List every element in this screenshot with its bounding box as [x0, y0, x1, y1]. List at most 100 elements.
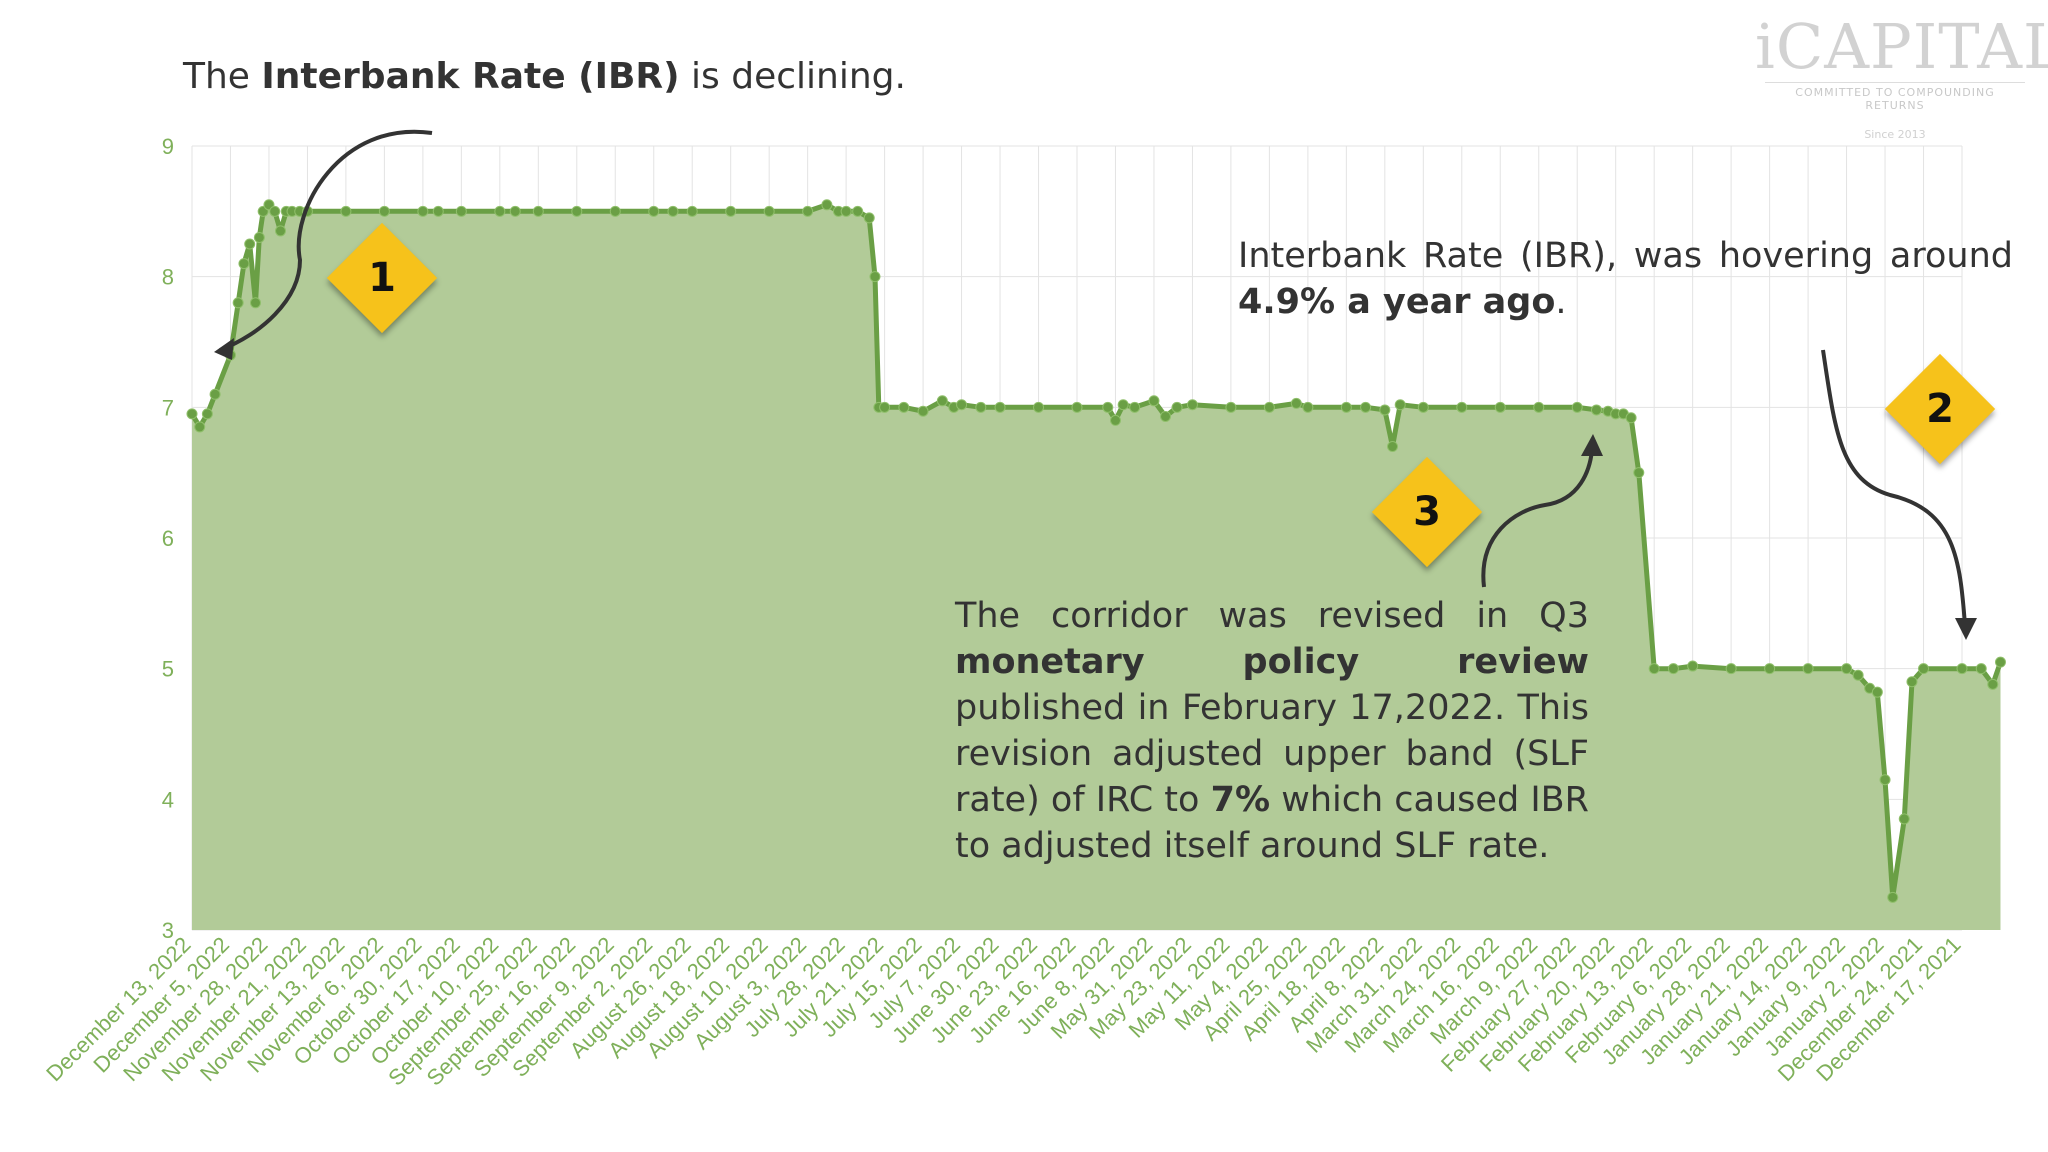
- icapital-logo: iCAPITAL COMMITTED TO COMPOUNDING RETURN…: [1755, 14, 2048, 142]
- data-point: [852, 205, 864, 217]
- y-tick-label: 3: [162, 918, 174, 943]
- data-point: [1160, 410, 1171, 422]
- arrow-2: [1821, 349, 1967, 626]
- badge-2-number: 2: [1926, 386, 1954, 432]
- data-point: [648, 205, 660, 217]
- arrow-2-head: [1955, 618, 1977, 640]
- headline-bold: Interbank Rate (IBR): [261, 56, 680, 97]
- note2-text: Interbank Rate (IBR), was hovering aroun…: [1238, 236, 2013, 276]
- data-point: [686, 205, 698, 217]
- data-point: [201, 408, 213, 420]
- data-point: [667, 205, 679, 217]
- note3-part-a: The corridor was revised in Q3: [955, 596, 1589, 636]
- data-point: [1494, 401, 1506, 413]
- logo-since: Since 2013: [1864, 128, 1926, 141]
- data-point: [1387, 441, 1399, 453]
- data-point: [571, 205, 583, 217]
- arrow-1-head: [214, 338, 234, 360]
- y-tick-label: 4: [162, 787, 174, 812]
- data-point: [1263, 401, 1275, 413]
- data-point: [238, 258, 250, 270]
- data-point: [1725, 663, 1737, 675]
- note3-part-b: published in February 17,2022. This revi…: [955, 688, 1589, 820]
- data-point: [1302, 401, 1314, 413]
- badge-3-number: 3: [1413, 489, 1441, 535]
- data-point: [249, 297, 261, 309]
- note2-bold: 4.9% a year ago: [1238, 282, 1556, 322]
- data-point: [1290, 397, 1302, 409]
- badge-1-number: 1: [368, 255, 396, 301]
- data-point: [1906, 676, 1918, 688]
- badge-2: 2: [1884, 353, 1996, 465]
- data-point: [1571, 401, 1583, 413]
- data-point: [1887, 891, 1899, 903]
- data-point: [898, 401, 910, 413]
- data-point: [1117, 399, 1129, 411]
- data-point: [1841, 663, 1853, 675]
- data-point: [1918, 663, 1930, 675]
- data-point: [1987, 678, 1999, 690]
- headline-prefix: The: [183, 56, 262, 97]
- data-point: [1764, 663, 1776, 675]
- arrow-3: [1481, 449, 1594, 588]
- ibr-area-fill: [192, 204, 2001, 931]
- data-point: [1033, 401, 1045, 413]
- data-point: [509, 205, 521, 217]
- data-point: [232, 297, 244, 309]
- data-point: [1071, 401, 1083, 413]
- data-point: [186, 408, 198, 420]
- note3-bold-1: monetary policy review: [955, 642, 1589, 682]
- data-point: [1590, 404, 1602, 416]
- data-point: [209, 388, 221, 400]
- data-point: [1225, 401, 1237, 413]
- y-tick-label: 6: [162, 526, 174, 551]
- y-tick-label: 9: [162, 134, 174, 159]
- y-tick-label: 8: [162, 265, 174, 290]
- data-point: [609, 205, 621, 217]
- data-point: [1852, 669, 1864, 681]
- data-point: [275, 225, 286, 237]
- data-point: [1379, 404, 1391, 416]
- badge-3: 3: [1371, 456, 1483, 568]
- chart-headline: The Interbank Rate (IBR) is declining.: [183, 56, 906, 97]
- logo-tagline: COMMITTED TO COMPOUNDING RETURNS: [1765, 82, 2025, 112]
- note3-bold-2: 7%: [1210, 780, 1271, 820]
- data-point: [994, 401, 1006, 413]
- data-point: [975, 401, 987, 413]
- data-point: [378, 205, 390, 217]
- data-point: [869, 271, 881, 283]
- data-point: [1994, 656, 2006, 668]
- data-point: [494, 205, 506, 217]
- data-point: [1109, 414, 1121, 426]
- data-point: [1360, 401, 1372, 413]
- data-point: [1533, 401, 1545, 413]
- data-point: [340, 205, 352, 217]
- data-point: [840, 205, 852, 217]
- data-point: [1456, 401, 1468, 413]
- data-point: [1394, 399, 1406, 411]
- data-point: [1186, 399, 1198, 411]
- data-point: [253, 231, 265, 243]
- data-point: [269, 205, 281, 217]
- data-point: [1129, 401, 1141, 413]
- data-point: [802, 205, 814, 217]
- y-tick-label: 7: [162, 395, 174, 420]
- data-point: [725, 205, 737, 217]
- annotation-year-ago: Interbank Rate (IBR), was hovering aroun…: [1238, 233, 2013, 325]
- data-point: [1687, 660, 1699, 672]
- note3-part-c: which caused IBR to adjusted itself arou…: [955, 780, 1589, 866]
- data-point: [1879, 774, 1891, 786]
- data-point: [1148, 395, 1160, 407]
- data-point: [1956, 663, 1968, 675]
- data-point: [432, 205, 444, 217]
- data-point: [821, 199, 833, 211]
- note2-end: .: [1555, 282, 1567, 322]
- badge-1: 1: [326, 222, 438, 334]
- data-point: [194, 421, 206, 433]
- data-point: [1898, 813, 1910, 825]
- data-point: [455, 205, 467, 217]
- arrow-3-head: [1581, 434, 1603, 456]
- data-point: [763, 205, 775, 217]
- data-point: [863, 212, 875, 224]
